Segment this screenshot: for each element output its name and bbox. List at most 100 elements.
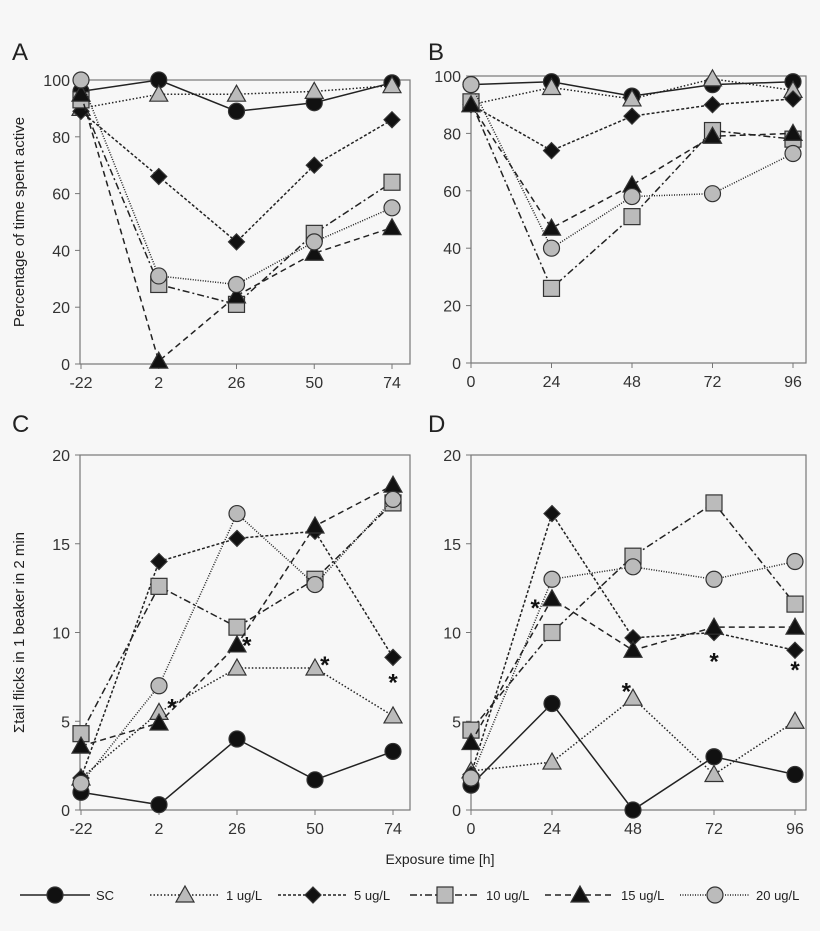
y-tick-label: 10 bbox=[52, 626, 70, 643]
data-point bbox=[304, 81, 325, 99]
significance-star: * bbox=[709, 648, 719, 675]
significance-star: * bbox=[622, 679, 632, 706]
series-line bbox=[80, 667, 394, 779]
x-tick-label: 74 bbox=[383, 375, 401, 392]
data-point bbox=[623, 187, 641, 206]
series-line bbox=[80, 738, 394, 806]
data-point bbox=[462, 769, 480, 787]
y-tick-label: 20 bbox=[52, 300, 70, 317]
legend-label: 15 ug/L bbox=[621, 888, 664, 903]
data-point bbox=[786, 641, 804, 660]
y-tick-label: 0 bbox=[61, 357, 70, 374]
data-point bbox=[702, 126, 723, 144]
y-tick-label: 0 bbox=[452, 803, 461, 820]
data-point bbox=[623, 208, 641, 226]
data-point bbox=[542, 239, 561, 257]
y-tick-label: 20 bbox=[443, 299, 461, 316]
panel-c: 0 5 10 15 20 -22 2 26 50 74 Σtail flicks in 1 beak… bbox=[11, 448, 411, 838]
series-15-ug-l bbox=[70, 83, 403, 369]
y-tick-label: 100 bbox=[434, 69, 461, 86]
data-point bbox=[460, 732, 482, 751]
data-point bbox=[304, 657, 326, 676]
data-point bbox=[227, 233, 246, 251]
y-tick-label: 15 bbox=[52, 537, 70, 554]
data-point bbox=[543, 504, 561, 523]
x-tick-label: 24 bbox=[543, 821, 561, 838]
y-tick-label: 80 bbox=[443, 126, 461, 143]
plot-frame bbox=[79, 79, 411, 365]
data-point bbox=[543, 623, 561, 642]
data-point bbox=[381, 75, 403, 94]
x-tick-label: 2 bbox=[154, 375, 163, 392]
series-5-ug-l bbox=[72, 102, 401, 251]
data-point bbox=[705, 748, 723, 766]
x-tick-label: 26 bbox=[228, 375, 246, 392]
data-point bbox=[382, 474, 404, 493]
data-point bbox=[227, 275, 246, 294]
data-point bbox=[541, 751, 563, 770]
data-point bbox=[702, 68, 723, 87]
data-point bbox=[624, 801, 642, 819]
y-tick-label: 100 bbox=[43, 73, 70, 90]
series-line bbox=[80, 93, 393, 363]
data-point bbox=[624, 558, 642, 576]
data-point bbox=[148, 712, 170, 731]
data-point bbox=[622, 687, 644, 706]
data-point bbox=[306, 575, 324, 594]
data-point bbox=[382, 705, 404, 724]
legend-label: SC bbox=[96, 888, 114, 903]
x-tick-label: 50 bbox=[305, 375, 323, 392]
series-15-ug-l bbox=[460, 588, 806, 751]
data-point bbox=[383, 110, 401, 129]
x-tick-label: 0 bbox=[467, 374, 476, 391]
data-point bbox=[226, 657, 248, 676]
x-axis-label: Exposure time [h] bbox=[386, 851, 495, 867]
legend-item: 1 ug/L bbox=[150, 884, 262, 903]
data-point bbox=[150, 267, 168, 285]
y-tick-label: 40 bbox=[443, 241, 461, 258]
data-point bbox=[305, 156, 324, 175]
series-20-ug-l bbox=[462, 552, 804, 787]
data-point bbox=[149, 167, 168, 186]
legend-marker bbox=[706, 886, 724, 904]
data-point bbox=[150, 577, 168, 595]
data-point bbox=[622, 640, 644, 658]
x-tick-label: 74 bbox=[384, 821, 402, 838]
legend-marker bbox=[436, 886, 454, 904]
data-point bbox=[543, 570, 561, 588]
x-tick-label: -22 bbox=[69, 375, 92, 392]
data-point bbox=[541, 588, 563, 607]
legend-marker bbox=[304, 886, 322, 904]
x-tick-label: 48 bbox=[624, 821, 642, 838]
data-point bbox=[784, 711, 806, 729]
series-20-ug-l bbox=[462, 76, 802, 257]
data-point bbox=[226, 634, 248, 653]
legend-item: SC bbox=[20, 886, 114, 904]
data-point bbox=[703, 95, 722, 114]
data-point bbox=[226, 83, 247, 102]
y-tick-label: 60 bbox=[443, 184, 461, 201]
data-point bbox=[705, 570, 723, 588]
data-point bbox=[703, 764, 725, 783]
y-tick-label: 20 bbox=[443, 448, 461, 465]
y-tick-label: 0 bbox=[61, 803, 70, 820]
data-point bbox=[305, 233, 323, 251]
x-tick-label: 26 bbox=[228, 821, 246, 838]
data-point bbox=[148, 350, 169, 369]
y-tick-label: 5 bbox=[61, 714, 70, 731]
legend-label: 5 ug/L bbox=[354, 888, 390, 903]
x-tick-label: 24 bbox=[543, 374, 561, 391]
panel-d: 0 5 10 15 20 0 24 48 72 96 * * * * bbox=[443, 448, 807, 838]
data-point bbox=[703, 185, 722, 203]
significance-star: * bbox=[530, 595, 540, 622]
data-point bbox=[542, 279, 561, 297]
data-point bbox=[784, 90, 802, 108]
data-point bbox=[150, 552, 168, 571]
y-tick-label: 80 bbox=[52, 130, 70, 147]
data-point bbox=[226, 285, 247, 304]
series-20-ug-l bbox=[72, 71, 401, 294]
series-line bbox=[80, 110, 393, 243]
series-sc bbox=[462, 694, 804, 819]
